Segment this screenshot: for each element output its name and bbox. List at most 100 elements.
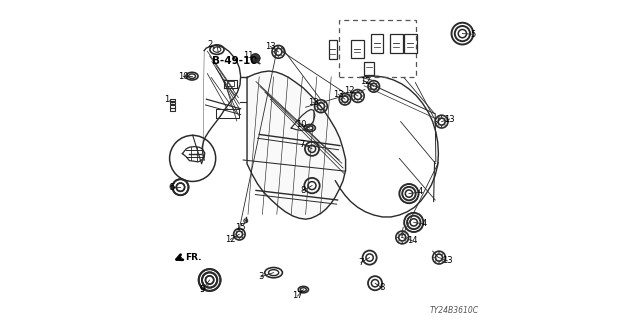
Circle shape bbox=[441, 116, 442, 117]
Circle shape bbox=[236, 237, 237, 238]
Circle shape bbox=[278, 56, 279, 58]
Text: 13: 13 bbox=[333, 90, 344, 99]
Circle shape bbox=[282, 48, 283, 49]
Circle shape bbox=[282, 55, 283, 56]
Circle shape bbox=[321, 100, 322, 102]
Polygon shape bbox=[247, 71, 346, 219]
Circle shape bbox=[376, 89, 378, 90]
Circle shape bbox=[438, 262, 440, 263]
Circle shape bbox=[373, 81, 374, 83]
Circle shape bbox=[402, 232, 403, 233]
Circle shape bbox=[438, 252, 440, 253]
Circle shape bbox=[341, 95, 342, 97]
Text: 8: 8 bbox=[380, 284, 385, 292]
Circle shape bbox=[352, 95, 353, 97]
Text: 14: 14 bbox=[407, 236, 417, 245]
Circle shape bbox=[340, 99, 341, 100]
Circle shape bbox=[397, 237, 398, 238]
Circle shape bbox=[398, 233, 399, 235]
Text: 12: 12 bbox=[225, 235, 236, 244]
Circle shape bbox=[317, 109, 318, 110]
Circle shape bbox=[273, 51, 274, 52]
Circle shape bbox=[251, 54, 260, 63]
Circle shape bbox=[406, 237, 408, 238]
Text: 6: 6 bbox=[169, 183, 174, 192]
Circle shape bbox=[344, 94, 346, 95]
Circle shape bbox=[398, 240, 399, 242]
Circle shape bbox=[236, 230, 237, 232]
Circle shape bbox=[357, 90, 358, 92]
Text: 7: 7 bbox=[358, 258, 364, 267]
Circle shape bbox=[353, 92, 355, 93]
Text: 13: 13 bbox=[308, 98, 318, 107]
Circle shape bbox=[324, 102, 325, 103]
Circle shape bbox=[402, 242, 403, 243]
Text: B-49-10: B-49-10 bbox=[212, 56, 257, 66]
Text: 9: 9 bbox=[200, 285, 205, 294]
Text: 4: 4 bbox=[417, 188, 422, 196]
Circle shape bbox=[357, 100, 358, 102]
Text: 5: 5 bbox=[470, 30, 476, 39]
Text: 2: 2 bbox=[207, 40, 212, 49]
Circle shape bbox=[445, 117, 446, 119]
Circle shape bbox=[433, 257, 435, 258]
Circle shape bbox=[376, 83, 378, 84]
Circle shape bbox=[274, 55, 275, 56]
Text: FR.: FR. bbox=[186, 253, 202, 262]
Circle shape bbox=[435, 253, 436, 255]
Circle shape bbox=[437, 124, 438, 126]
Circle shape bbox=[435, 260, 436, 262]
Circle shape bbox=[324, 109, 325, 110]
Circle shape bbox=[278, 46, 279, 47]
Circle shape bbox=[316, 106, 317, 107]
Text: 9: 9 bbox=[200, 285, 205, 294]
Circle shape bbox=[442, 260, 444, 262]
Circle shape bbox=[242, 237, 243, 238]
Text: TY24B3610C: TY24B3610C bbox=[429, 306, 479, 315]
Circle shape bbox=[349, 99, 350, 100]
Text: 8: 8 bbox=[301, 186, 306, 195]
Circle shape bbox=[317, 102, 318, 103]
Circle shape bbox=[234, 234, 236, 235]
Circle shape bbox=[344, 103, 346, 104]
Circle shape bbox=[444, 257, 445, 258]
Circle shape bbox=[370, 83, 371, 84]
Bar bbox=[339, 20, 416, 77]
Circle shape bbox=[242, 230, 243, 232]
Text: 11: 11 bbox=[243, 51, 253, 60]
Text: 6: 6 bbox=[170, 183, 175, 192]
Circle shape bbox=[321, 111, 322, 112]
Circle shape bbox=[325, 106, 326, 107]
Text: 3: 3 bbox=[258, 272, 264, 281]
Text: 13: 13 bbox=[442, 256, 452, 265]
Text: 13: 13 bbox=[444, 115, 455, 124]
Circle shape bbox=[442, 253, 444, 255]
Circle shape bbox=[353, 99, 355, 100]
Circle shape bbox=[436, 121, 437, 122]
Circle shape bbox=[441, 126, 442, 127]
Circle shape bbox=[239, 229, 240, 230]
Text: 4: 4 bbox=[421, 220, 427, 228]
Text: 17: 17 bbox=[292, 292, 303, 300]
Circle shape bbox=[362, 95, 364, 97]
Text: 13: 13 bbox=[265, 42, 276, 51]
Circle shape bbox=[239, 238, 240, 239]
Text: 10: 10 bbox=[296, 120, 307, 129]
Circle shape bbox=[341, 102, 342, 103]
Circle shape bbox=[243, 234, 244, 235]
Circle shape bbox=[405, 240, 406, 242]
Text: 12: 12 bbox=[360, 77, 371, 86]
Circle shape bbox=[437, 117, 438, 119]
Circle shape bbox=[446, 121, 447, 122]
Circle shape bbox=[348, 95, 349, 97]
Circle shape bbox=[405, 233, 406, 235]
Circle shape bbox=[369, 86, 370, 87]
Circle shape bbox=[445, 124, 446, 126]
Circle shape bbox=[283, 51, 284, 52]
Text: 15: 15 bbox=[235, 223, 245, 232]
Circle shape bbox=[274, 48, 275, 49]
Text: 7: 7 bbox=[300, 140, 305, 148]
Text: 1: 1 bbox=[164, 95, 170, 104]
Circle shape bbox=[373, 90, 374, 92]
Circle shape bbox=[348, 102, 349, 103]
